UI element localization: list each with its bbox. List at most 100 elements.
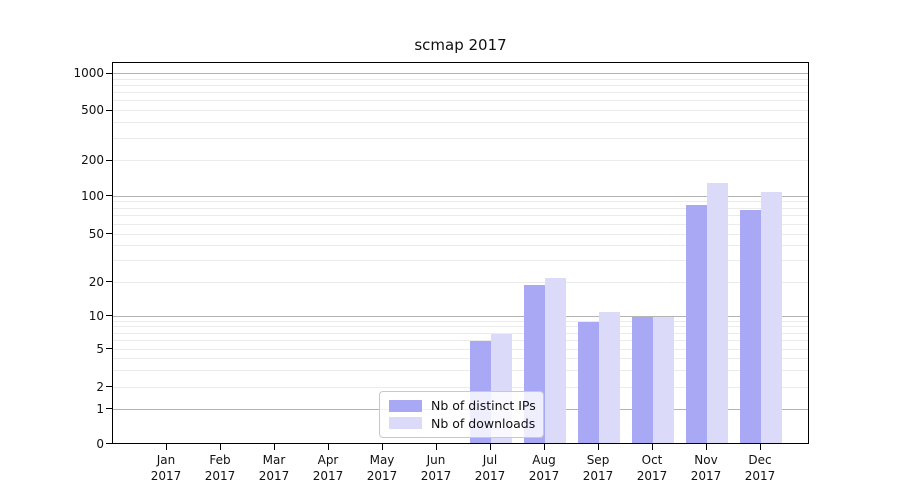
y-gridline — [113, 195, 808, 197]
y-gridline — [113, 92, 808, 94]
x-axis-tick-label: Jan 2017 — [136, 452, 196, 484]
x-axis-tick-label: Jul 2017 — [460, 452, 520, 484]
bar-downloads-dec — [761, 191, 782, 443]
x-tick-month: Jun — [426, 453, 446, 467]
y-axis-tick-label: 50 — [88, 226, 104, 241]
y-gridline — [113, 233, 808, 235]
x-axis-tick-mark — [759, 444, 761, 450]
y-axis-tick-label: 10 — [88, 308, 104, 323]
x-axis-tick-label: May 2017 — [352, 452, 412, 484]
y-gridline — [113, 369, 808, 371]
y-axis-tick-mark — [106, 72, 113, 74]
y-axis-tick-label: 200 — [81, 153, 104, 167]
x-axis-tick-mark — [543, 444, 545, 450]
x-axis-tick-label: Dec 2017 — [730, 452, 790, 484]
y-gridline — [113, 78, 808, 80]
chart-title: scmap 2017 — [414, 36, 507, 54]
bar-downloads-nov — [707, 183, 728, 443]
x-axis-tick-mark — [651, 444, 653, 450]
y-gridline — [113, 315, 808, 317]
y-axis-tick-mark — [106, 408, 113, 410]
x-tick-year: 2017 — [636, 469, 668, 483]
x-axis-tick-label: Aug 2017 — [514, 452, 574, 484]
y-axis-tick-mark — [106, 233, 113, 234]
x-tick-year: 2017 — [582, 469, 614, 483]
y-axis-tick-label: 2 — [96, 379, 104, 394]
legend-swatch — [389, 399, 422, 412]
x-tick-year: 2017 — [420, 469, 452, 483]
y-gridline — [113, 100, 808, 102]
legend: Nb of distinct IPs Nb of downloads — [379, 391, 544, 438]
y-gridline — [113, 326, 808, 328]
y-gridline — [113, 207, 808, 209]
y-axis-tick-label: 100 — [81, 188, 104, 203]
bar-distinct-ips-nov — [686, 204, 707, 443]
legend-swatch — [389, 417, 422, 430]
bar-downloads-aug — [545, 277, 566, 443]
y-gridline — [113, 215, 808, 217]
y-gridline — [113, 122, 808, 124]
x-tick-month: Apr — [317, 453, 339, 467]
y-gridline — [113, 84, 808, 86]
y-gridline — [113, 332, 808, 334]
y-gridline — [113, 245, 808, 247]
legend-label: Nb of distinct IPs — [431, 398, 536, 414]
x-axis-tick-mark — [327, 444, 329, 450]
x-axis-tick-label: Feb 2017 — [190, 452, 250, 484]
x-tick-month: Jul — [482, 453, 498, 467]
x-axis-tick-mark — [273, 444, 275, 450]
y-axis-tick-label: 5 — [96, 341, 104, 356]
x-tick-month: May — [369, 453, 395, 467]
bar-distinct-ips-dec — [740, 209, 761, 443]
x-axis-tick-mark — [165, 444, 167, 450]
x-tick-month: Nov — [694, 453, 718, 467]
x-tick-year: 2017 — [528, 469, 560, 483]
legend-item: Nb of downloads — [389, 415, 536, 433]
x-tick-month: Mar — [262, 453, 286, 467]
x-axis-tick-label: Jun 2017 — [406, 452, 466, 484]
x-tick-year: 2017 — [690, 469, 722, 483]
x-axis-tick-label: Sep 2017 — [568, 452, 628, 484]
y-gridline — [113, 320, 808, 322]
x-tick-year: 2017 — [474, 469, 506, 483]
y-axis-tick-mark — [106, 386, 113, 388]
plot-area — [112, 62, 809, 444]
y-axis-tick-mark — [106, 281, 113, 282]
legend-label: Nb of downloads — [431, 415, 536, 431]
legend-item: Nb of distinct IPs — [389, 397, 536, 415]
x-tick-month: Jan — [156, 453, 176, 467]
y-gridline — [113, 358, 808, 360]
y-gridline — [113, 201, 808, 203]
x-tick-month: Sep — [586, 453, 610, 467]
x-tick-year: 2017 — [204, 469, 236, 483]
x-axis-tick-mark — [597, 444, 599, 450]
x-axis-tick-mark — [489, 444, 491, 450]
y-axis-tick-label: 20 — [88, 274, 104, 289]
x-axis-tick-label: Apr 2017 — [298, 452, 358, 484]
y-gridline — [113, 73, 808, 74]
x-axis-tick-label: Mar 2017 — [244, 452, 304, 484]
x-tick-year: 2017 — [744, 469, 776, 483]
x-axis-tick-mark — [381, 444, 383, 450]
x-tick-month: Oct — [641, 453, 663, 467]
y-axis-tick-label: 1 — [96, 401, 104, 416]
x-axis-tick-mark — [435, 444, 437, 450]
y-gridline — [113, 137, 808, 139]
y-axis-tick-mark — [106, 443, 113, 444]
x-axis-tick-label: Oct 2017 — [622, 452, 682, 484]
y-axis-tick-label: 0 — [96, 436, 104, 451]
y-axis-tick-label: 500 — [81, 103, 104, 117]
x-axis-tick-mark — [705, 444, 707, 450]
y-gridline — [113, 340, 808, 342]
x-tick-year: 2017 — [366, 469, 398, 483]
x-tick-year: 2017 — [312, 469, 344, 483]
y-axis-tick-mark — [106, 109, 113, 111]
x-tick-year: 2017 — [150, 469, 182, 483]
x-tick-month: Dec — [748, 453, 772, 467]
bar-distinct-ips-sep — [578, 321, 599, 443]
x-axis-tick-label: Nov 2017 — [676, 452, 736, 484]
y-axis-tick-label: 1000 — [73, 66, 104, 80]
y-axis-tick-mark — [106, 315, 113, 317]
y-gridline — [113, 260, 808, 262]
